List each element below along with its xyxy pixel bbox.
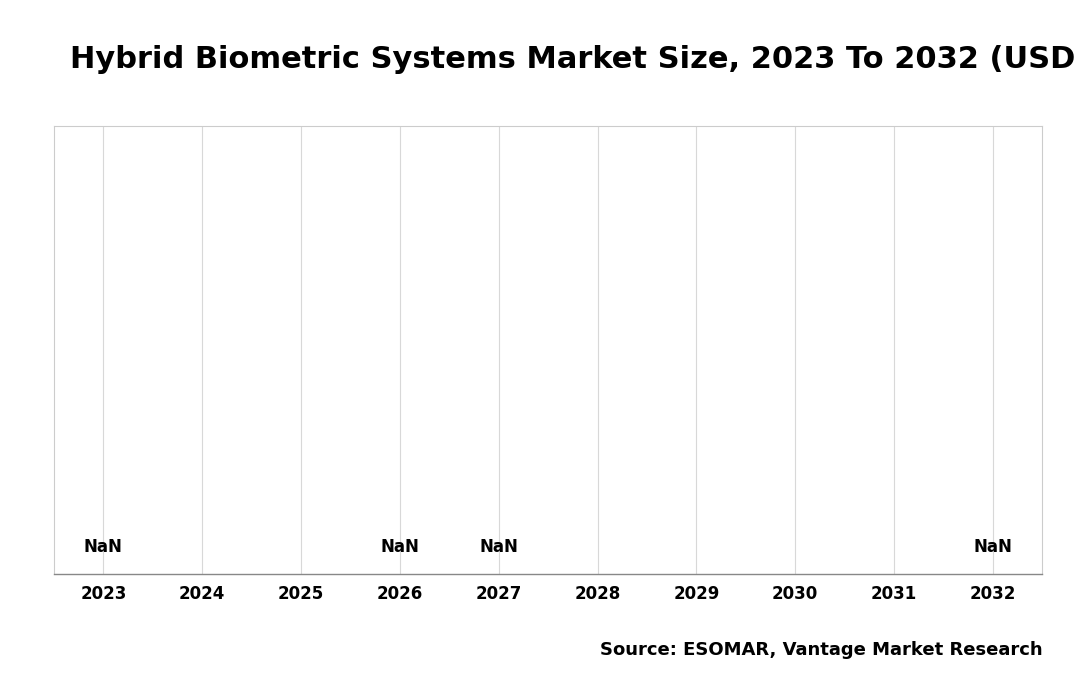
Text: NaN: NaN — [973, 538, 1012, 556]
Text: NaN: NaN — [480, 538, 518, 556]
Text: NaN: NaN — [380, 538, 419, 556]
Text: Source: ESOMAR, Vantage Market Research: Source: ESOMAR, Vantage Market Research — [599, 641, 1042, 659]
Text: Hybrid Biometric Systems Market Size, 2023 To 2032 (USD Million): Hybrid Biometric Systems Market Size, 20… — [70, 46, 1080, 74]
Text: NaN: NaN — [84, 538, 123, 556]
